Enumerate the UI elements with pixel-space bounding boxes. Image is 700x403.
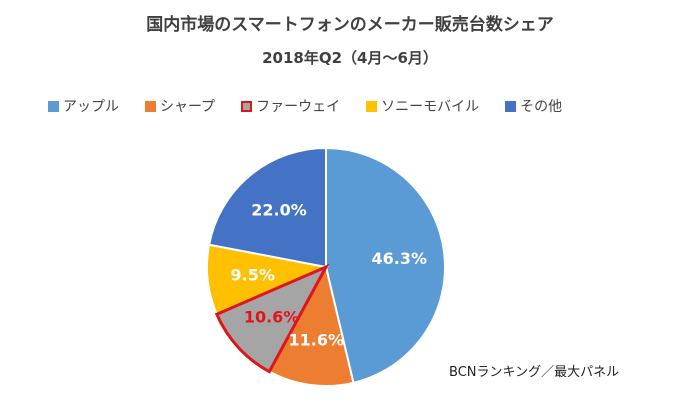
data-label-huawei: 10.6% — [244, 307, 300, 326]
legend-label: ファーウェイ — [256, 99, 341, 115]
legend-swatch — [145, 100, 156, 112]
legend-label: ソニーモバイル — [381, 99, 480, 115]
legend: アップル シャープ ファーウェイ ソニーモバイル その他 — [48, 96, 588, 116]
legend-swatch — [241, 100, 253, 112]
legend-label: シャープ — [160, 99, 216, 115]
legend-swatch — [366, 100, 378, 112]
data-label-apple: 46.3% — [372, 249, 428, 268]
legend-item-sony-mobile: ソニーモバイル — [366, 96, 479, 116]
legend-item-other: その他 — [505, 96, 562, 116]
data-label-other: 22.0% — [251, 201, 307, 220]
legend-label: アップル — [63, 99, 119, 115]
chart-title: 国内市場のスマートフォンのメーカー販売台数シェア — [146, 15, 554, 35]
data-label-sony-mobile: 9.5% — [231, 266, 275, 285]
legend-item-apple: アップル — [48, 96, 119, 116]
pie-slice-highlight-outline — [214, 263, 330, 374]
source-note: BCNランキング／最大パネル — [449, 365, 620, 380]
legend-swatch — [48, 100, 59, 112]
legend-item-huawei: ファーウェイ — [241, 96, 340, 116]
pie-slice-sharp — [267, 264, 355, 387]
legend-swatch — [505, 100, 517, 112]
pie-slice-other — [207, 146, 327, 269]
chart-subtitle: 2018年Q2（4月～6月） — [262, 49, 438, 67]
pie-slice-apple — [325, 146, 447, 385]
legend-label: その他 — [520, 99, 563, 115]
data-label-sharp: 11.6% — [289, 331, 345, 350]
legend-item-sharp: シャープ — [145, 96, 215, 116]
